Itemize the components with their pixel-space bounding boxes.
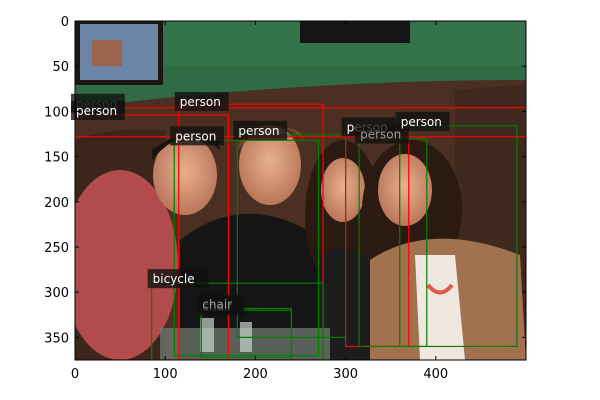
- person-box: [75, 107, 526, 138]
- bicycle-label: bicycle: [153, 272, 195, 286]
- x-tick-label: 300: [333, 367, 358, 382]
- chair-label-bg: [197, 294, 244, 314]
- person-label: person: [76, 104, 117, 118]
- person-label-bg: [355, 124, 409, 144]
- tv-screen: [300, 21, 410, 43]
- y-tick-label: 200: [44, 196, 69, 211]
- person-label: person: [238, 124, 279, 138]
- x-tick-label: 0: [71, 367, 79, 382]
- x-tick-label: 200: [243, 367, 268, 382]
- person-box: [178, 103, 324, 360]
- y-tick-label: 100: [44, 105, 69, 120]
- photo: [75, 21, 526, 360]
- person-label-bg: [395, 111, 450, 131]
- chair-label: chair: [202, 297, 232, 311]
- person-4-shirt: [415, 255, 465, 360]
- y-tick-label: 150: [44, 151, 69, 166]
- person-4-face: [378, 154, 432, 226]
- person-1-face: [153, 135, 217, 215]
- y-tick-label: 300: [44, 286, 69, 301]
- x-tick-label: 400: [423, 367, 448, 382]
- person-box: [399, 125, 518, 348]
- y-tick-label: 350: [44, 331, 69, 346]
- y-tick-label: 50: [52, 60, 69, 75]
- person-2-face: [239, 125, 301, 205]
- y-tick-label: 250: [44, 241, 69, 256]
- detection-labels: personpersonpersonpersonpersonpersonpers…: [71, 92, 450, 316]
- person-label: person: [175, 129, 216, 143]
- person-3-face: [321, 158, 365, 222]
- person-label-bg: [170, 126, 225, 146]
- person-2-shirt: [180, 213, 330, 360]
- bicycle-label-bg: [147, 269, 209, 289]
- y-axis: 0 50 100 150 200 250 300 350: [44, 15, 526, 346]
- axes-frame: [74, 20, 527, 361]
- person-box: [173, 139, 320, 357]
- person-label: person: [360, 128, 401, 142]
- person-label: person: [401, 115, 442, 129]
- x-tick-label: 100: [153, 367, 178, 382]
- person-label-bg: [174, 92, 229, 111]
- y-tick-label: 0: [61, 15, 69, 30]
- chair-box: [200, 307, 293, 358]
- person-label: person: [180, 95, 221, 109]
- bicycle-box: [151, 282, 324, 360]
- x-axis: 0 100 200 300 400: [71, 21, 448, 382]
- person-label-bg: [233, 120, 288, 140]
- person-label-bg: [71, 101, 125, 121]
